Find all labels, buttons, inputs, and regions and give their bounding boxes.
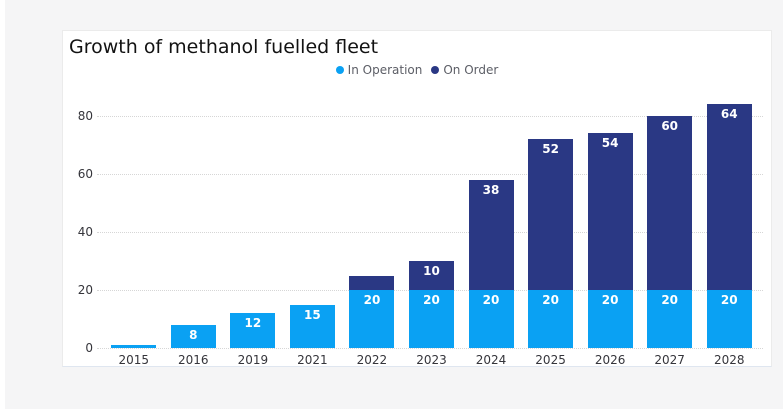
bar-segment-on-order-2028[interactable]	[706, 104, 752, 290]
bar-data-label: 20	[601, 293, 619, 307]
bar-data-label: 64	[720, 107, 738, 122]
legend-item-in-operation[interactable]: In Operation	[335, 63, 423, 77]
x-axis-tick-label-2023: 2023	[416, 353, 447, 367]
chart-title: Growth of methanol fuelled fleet	[69, 36, 379, 58]
chart-card: Growth of methanol fuelled fleet In Oper…	[62, 30, 772, 367]
bar-segment-in-operation-2024[interactable]	[468, 290, 514, 348]
bar-segment-in-operation-2015[interactable]	[111, 345, 157, 348]
bar-data-label: 12	[244, 316, 262, 331]
x-axis-tick-label-2019: 2019	[237, 353, 269, 367]
x-axis-tick-label-2024: 2024	[475, 353, 507, 367]
y-axis-tick-label: 20	[77, 283, 93, 297]
legend-dot-icon	[431, 66, 440, 74]
bar-segment-in-operation-2028[interactable]	[706, 290, 752, 348]
bar-data-label: 20	[423, 293, 440, 307]
bar-data-label: 10	[423, 264, 440, 278]
x-axis-tick-label-2027: 2027	[654, 353, 685, 367]
bar-segment-in-operation-2016[interactable]	[170, 324, 216, 348]
legend-label: On Order	[443, 63, 499, 77]
x-axis-tick-label-2016: 2016	[178, 353, 209, 367]
bar-data-label: 20	[363, 293, 381, 307]
gridline-y40	[97, 232, 763, 233]
bar-segment-on-order-2022[interactable]	[349, 275, 395, 290]
legend-dot-icon	[335, 66, 344, 74]
bar-segment-in-operation-2023[interactable]	[409, 290, 454, 348]
gridline-y0	[97, 348, 763, 349]
bar-segment-in-operation-2026[interactable]	[587, 290, 633, 348]
bar-segment-in-operation-2027[interactable]	[647, 290, 693, 348]
bar-data-label: 20	[542, 293, 559, 307]
bar-data-label: 20	[661, 293, 679, 307]
bar-data-label: 20	[482, 293, 500, 307]
gridline-y80	[97, 116, 763, 117]
bar-segment-on-order-2023[interactable]	[409, 261, 454, 290]
bar-data-label: 54	[601, 136, 619, 151]
bar-data-label: 38	[482, 182, 500, 197]
y-axis-tick-label: 80	[77, 109, 93, 123]
chart-legend: In Operation On Order	[63, 62, 771, 78]
y-axis-tick-label: 0	[85, 341, 93, 355]
legend-label: In Operation	[347, 63, 423, 77]
gridline-y60	[97, 174, 763, 175]
legend-item-on-order[interactable]: On Order	[431, 63, 498, 77]
x-axis-tick-label-2015: 2015	[118, 353, 150, 367]
y-axis-tick-label: 60	[77, 167, 93, 181]
bar-segment-on-order-2027[interactable]	[647, 116, 693, 290]
x-axis-tick-label-2022: 2022	[356, 353, 388, 367]
x-axis-tick-label-2025: 2025	[535, 353, 566, 367]
bar-segment-on-order-2024[interactable]	[468, 179, 514, 290]
x-axis-tick-label-2021: 2021	[297, 353, 328, 367]
x-axis-tick-label-2028: 2028	[713, 353, 745, 367]
bar-data-label: 60	[661, 119, 679, 133]
bar-data-label: 20	[720, 293, 738, 307]
bar-data-label: 15	[304, 307, 321, 322]
y-axis-tick-label: 40	[77, 225, 93, 239]
bar-segment-in-operation-2025[interactable]	[528, 290, 574, 348]
bar-data-label: 8	[189, 327, 198, 342]
bar-data-label: 52	[542, 142, 559, 157]
bar-segment-on-order-2025[interactable]	[528, 139, 574, 290]
bar-segment-in-operation-2022[interactable]	[349, 290, 395, 348]
bar-segment-in-operation-2021[interactable]	[289, 304, 335, 348]
bar-segment-in-operation-2019[interactable]	[230, 313, 276, 348]
x-axis-tick-label-2026: 2026	[594, 353, 626, 367]
bar-segment-on-order-2026[interactable]	[587, 133, 633, 290]
